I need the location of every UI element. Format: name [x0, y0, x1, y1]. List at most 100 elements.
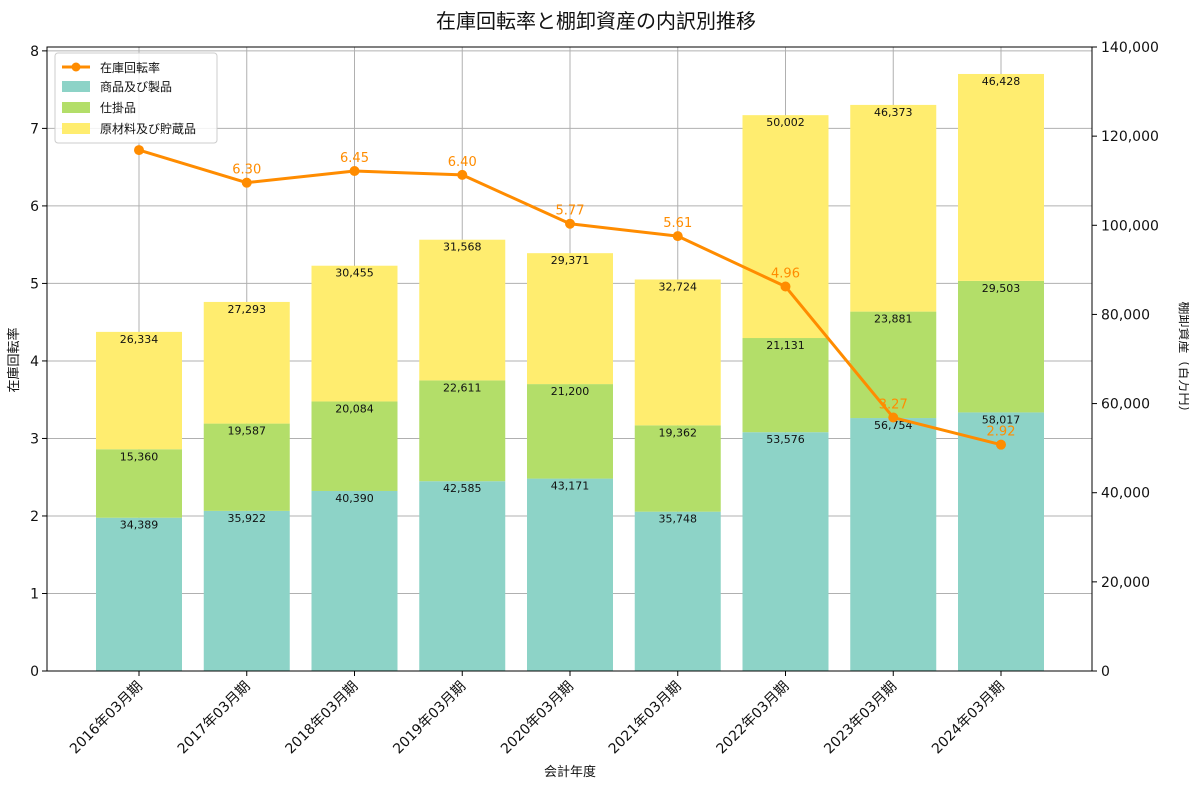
- bar-segment: [419, 380, 506, 482]
- bar-segment: [742, 115, 829, 339]
- x-tick-label: 2020年03月期: [498, 679, 577, 758]
- y-tick-label-left: 4: [30, 354, 39, 370]
- x-tick-label: 2023年03月期: [821, 679, 900, 758]
- turnover-point: [134, 145, 144, 156]
- legend-label: 仕掛品: [100, 100, 136, 115]
- legend-swatch: [62, 81, 90, 92]
- bar-segment: [311, 401, 398, 491]
- y-tick-label-right: 100,000: [1101, 218, 1159, 234]
- legend-swatch: [62, 123, 90, 134]
- y-tick-label-right: 80,000: [1101, 307, 1150, 323]
- turnover-value-label: 3.27: [879, 398, 908, 413]
- bar-value-label: 58,017: [982, 413, 1021, 426]
- bar-segment: [419, 239, 506, 381]
- turnover-value-label: 5.77: [556, 204, 585, 219]
- bar-segment: [850, 104, 937, 312]
- x-axis-label: 会計年度: [544, 764, 596, 780]
- bar-value-label: 56,754: [874, 419, 913, 432]
- y-tick-label-right: 140,000: [1101, 40, 1159, 56]
- bar-segment: [96, 517, 182, 671]
- bar-segment: [203, 301, 290, 424]
- turnover-point: [672, 231, 683, 242]
- chart-title: 在庫回転率と棚卸資産の内訳別推移: [436, 9, 756, 33]
- bar-value-label: 15,360: [120, 450, 159, 463]
- x-tick-label: 2021年03月期: [606, 679, 685, 758]
- bar-segment: [742, 338, 829, 433]
- y-tick-label-right: 20,000: [1101, 575, 1150, 591]
- bar-value-label: 35,922: [228, 512, 267, 525]
- turnover-point: [241, 177, 252, 188]
- bar-segment: [311, 490, 398, 671]
- turnover-value-label: 6.30: [232, 163, 261, 178]
- turnover-point: [996, 439, 1006, 450]
- y-tick-label-left: 5: [30, 276, 39, 292]
- line-series: 6.30 6.45 6.40 5.77 5.61 4.96 3.27 2.92: [134, 145, 1015, 450]
- bar-segment: [958, 412, 1044, 671]
- turnover-point: [565, 218, 575, 229]
- y-axis-label-right: 棚卸資産（百万円）: [1176, 301, 1189, 418]
- legend-label: 原材料及び貯蔵品: [100, 122, 196, 136]
- y-tick-label-left: 6: [30, 199, 39, 215]
- bar-value-label: 46,373: [874, 106, 913, 119]
- bar-segment: [203, 510, 290, 671]
- bar-segment: [96, 449, 182, 518]
- bar-value-label: 34,389: [120, 519, 159, 532]
- x-tick-label: 2017年03月期: [175, 679, 254, 758]
- y-tick-label-right: 0: [1101, 664, 1110, 680]
- bar-value-label: 29,503: [982, 282, 1021, 295]
- bar-value-label: 35,748: [659, 513, 698, 526]
- y-tick-label-right: 40,000: [1101, 486, 1150, 502]
- bar-segment: [958, 280, 1044, 413]
- bar-value-label: 22,611: [443, 381, 482, 394]
- x-tick-label: 2022年03月期: [714, 679, 793, 758]
- turnover-point: [349, 166, 360, 177]
- y-tick-label-left: 3: [30, 431, 39, 447]
- bar-value-label: 19,587: [228, 425, 267, 438]
- bar-segment: [850, 311, 937, 419]
- legend-swatch-marker: [71, 62, 81, 72]
- turnover-value-label: 2.92: [987, 425, 1016, 440]
- bar-value-label: 29,371: [551, 254, 590, 267]
- bar-value-label: 43,171: [551, 480, 590, 493]
- bar-segment: [419, 481, 506, 671]
- bar-segment: [958, 73, 1044, 281]
- legend-label: 商品及び製品: [100, 79, 172, 94]
- bar-value-label: 23,881: [874, 313, 913, 326]
- bar-value-label: 26,334: [120, 333, 159, 346]
- bar-segment: [311, 265, 398, 402]
- turnover-point: [780, 281, 791, 292]
- bar-value-label: 32,724: [659, 281, 698, 294]
- bars: 34,389 35,922 40,390 42,585 43,171 35,748 53,5…: [96, 73, 1044, 671]
- bar-value-label: 31,568: [443, 241, 482, 254]
- bar-segment: [527, 253, 613, 385]
- turnover-point: [888, 412, 899, 423]
- bar-value-label: 30,455: [335, 267, 374, 280]
- y-tick-label-left: 0: [30, 664, 39, 680]
- y-tick-label-left: 2: [30, 509, 39, 525]
- y-tick-label-left: 1: [30, 586, 39, 602]
- y-tick-label-left: 8: [30, 44, 39, 60]
- turnover-value-label: 6.45: [340, 151, 369, 166]
- bar-segment: [742, 432, 829, 671]
- bar-segment: [634, 425, 721, 512]
- bar-value-label: 20,084: [335, 402, 374, 415]
- turnover-value-label: 5.61: [663, 216, 692, 231]
- bar-value-label: 19,362: [659, 426, 698, 439]
- bar-segment: [527, 478, 613, 671]
- bar-value-label: 27,293: [228, 303, 267, 316]
- x-tick-label: 2016年03月期: [67, 679, 146, 758]
- bar-value-label: 40,390: [335, 492, 374, 505]
- bar-segment: [96, 331, 182, 450]
- bar-segment: [850, 418, 937, 671]
- turnover-point: [457, 169, 468, 180]
- bar-value-label: 53,576: [766, 433, 805, 446]
- legend-label: 在庫回転率: [100, 60, 160, 75]
- x-tick-label: 2024年03月期: [929, 679, 1008, 758]
- legend-swatch: [62, 102, 90, 113]
- y-tick-label-left: 7: [30, 121, 39, 137]
- turnover-value-label: 6.40: [448, 155, 477, 170]
- bar-segment: [634, 511, 721, 671]
- turnover-value-label: 4.96: [771, 267, 800, 282]
- bar-value-label: 21,131: [766, 339, 805, 352]
